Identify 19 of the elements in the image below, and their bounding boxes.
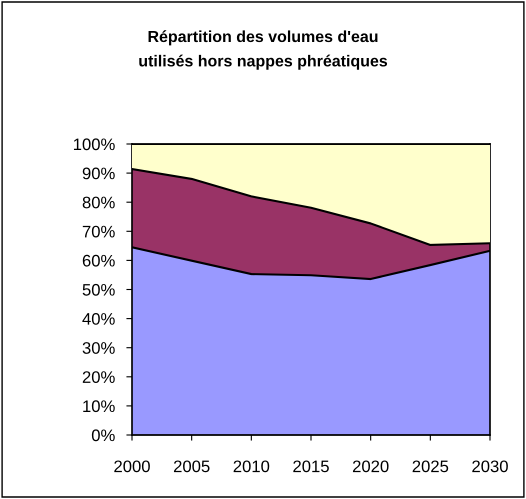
y-tick-label: 50%	[82, 284, 115, 296]
y-tick-label: 40%	[82, 313, 115, 325]
y-tick-label: 70%	[82, 226, 115, 238]
y-tick-label: 10%	[83, 400, 115, 412]
y-tick-label: 0%	[92, 429, 115, 442]
x-tick-label: 2025	[412, 460, 448, 472]
y-tick-label: 20%	[82, 371, 115, 384]
y-tick-label: 30%	[82, 342, 115, 354]
x-tick-label: 2005	[174, 460, 210, 472]
y-tick-label: 60%	[82, 254, 115, 267]
x-tick-label: 2010	[234, 460, 270, 472]
x-tick-label: 2020	[352, 460, 389, 472]
y-tick-label: 80%	[82, 196, 115, 208]
y-tick-label: 100%	[74, 138, 115, 150]
y-tick-label: 90%	[82, 168, 115, 180]
x-tick-label: 2030	[472, 460, 508, 472]
chart-title: Répartition des volumes d'eau utilisés hors nappes phréatiques	[139, 30, 388, 70]
x-tick-label: 2000	[114, 460, 150, 472]
x-tick-label: 2015	[293, 460, 329, 472]
